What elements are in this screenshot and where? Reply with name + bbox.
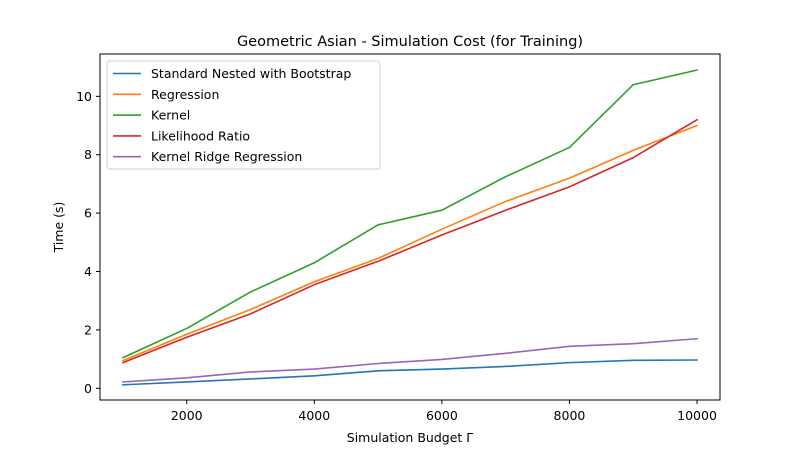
x-tick-label-2: 4000: [298, 408, 330, 423]
series-line-1: [122, 359, 698, 386]
x-axis-label: Simulation Budget Γ: [347, 430, 473, 445]
legend-label-2: Regression: [151, 87, 219, 102]
series-line-2: [121, 124, 699, 362]
series-layer: [121, 69, 699, 386]
plot-frame: [99, 53, 721, 401]
x-axis-ticks: 2000 4000 6000 8000 10000: [171, 400, 717, 423]
y-axis-label: Time (s): [51, 202, 66, 254]
y-tick-label-5: 8: [84, 147, 92, 162]
y-tick-label-1: 0: [84, 381, 92, 396]
series-line-5: [122, 337, 698, 383]
legend-box: [106, 60, 381, 170]
series-line-4: [121, 118, 699, 364]
y-tick-label-4: 6: [84, 206, 92, 221]
y-tick-label-2: 2: [84, 322, 92, 337]
chart-title: Geometric Asian - Simulation Cost (for T…: [237, 34, 583, 50]
x-tick-label-3: 6000: [426, 408, 458, 423]
legend-label-4: Likelihood Ratio: [151, 128, 250, 143]
legend-label-1: Standard Nested with Bootstrap: [151, 66, 351, 81]
x-tick-label-5: 10000: [677, 408, 717, 423]
y-tick-label-3: 4: [84, 264, 92, 279]
legend-label-3: Kernel: [151, 108, 190, 123]
legend: Standard Nested with Bootstrap Regression…: [106, 60, 381, 170]
x-tick-label-4: 8000: [554, 408, 586, 423]
legend-items: Standard Nested with Bootstrap Regression…: [113, 66, 351, 164]
x-tick-label-1: 2000: [171, 408, 203, 423]
series-line-3: [121, 69, 698, 359]
legend-label-5: Kernel Ridge Regression: [151, 149, 302, 164]
y-axis-ticks: 0 2 4 6 8 10: [76, 89, 100, 396]
y-tick-label-6: 10: [76, 89, 92, 104]
